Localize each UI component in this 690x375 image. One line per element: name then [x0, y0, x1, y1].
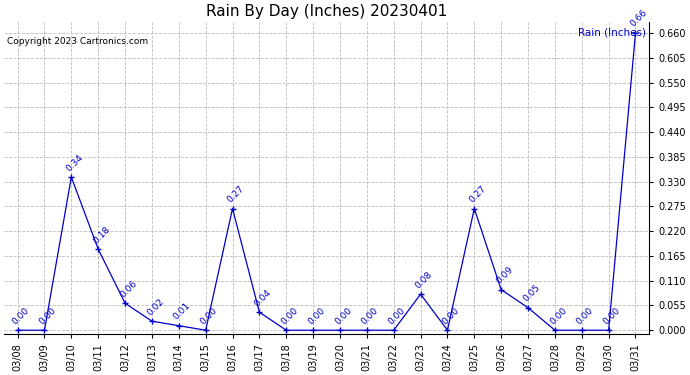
Text: 0.00: 0.00 [440, 306, 461, 326]
Text: Copyright 2023 Cartronics.com: Copyright 2023 Cartronics.com [7, 38, 148, 46]
Text: Rain (Inches): Rain (Inches) [578, 28, 646, 38]
Text: 0.27: 0.27 [226, 184, 246, 204]
Text: 0.00: 0.00 [575, 306, 595, 326]
Text: 0.04: 0.04 [253, 288, 273, 308]
Text: 0.34: 0.34 [64, 152, 85, 173]
Text: 0.00: 0.00 [199, 306, 219, 326]
Text: 0.00: 0.00 [279, 306, 300, 326]
Text: 0.09: 0.09 [494, 265, 515, 285]
Text: 0.02: 0.02 [145, 297, 166, 317]
Text: 0.00: 0.00 [387, 306, 407, 326]
Text: 0.01: 0.01 [172, 301, 193, 321]
Text: 0.00: 0.00 [306, 306, 327, 326]
Text: 0.18: 0.18 [91, 224, 112, 245]
Text: 0.06: 0.06 [118, 278, 139, 299]
Text: 0.66: 0.66 [629, 8, 649, 29]
Text: 0.00: 0.00 [602, 306, 622, 326]
Title: Rain By Day (Inches) 20230401: Rain By Day (Inches) 20230401 [206, 4, 447, 19]
Text: 0.00: 0.00 [333, 306, 354, 326]
Text: 0.27: 0.27 [467, 184, 488, 204]
Text: 0.05: 0.05 [521, 283, 542, 303]
Text: 0.00: 0.00 [37, 306, 58, 326]
Text: 0.00: 0.00 [360, 306, 380, 326]
Text: 0.08: 0.08 [413, 269, 434, 290]
Text: 0.00: 0.00 [548, 306, 569, 326]
Text: 0.00: 0.00 [10, 306, 31, 326]
